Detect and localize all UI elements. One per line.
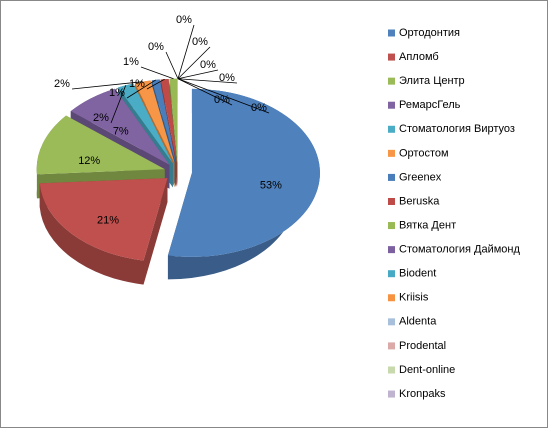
legend-swatch xyxy=(388,149,395,157)
data-label: 12% xyxy=(78,155,100,167)
slice xyxy=(151,79,176,163)
legend-swatch xyxy=(388,270,395,278)
slice xyxy=(160,78,177,163)
data-label: 0% xyxy=(219,72,235,84)
leader-line xyxy=(126,79,156,99)
data-label: 0% xyxy=(192,36,208,48)
legend-swatch xyxy=(388,342,395,350)
data-label: 1% xyxy=(109,87,125,99)
legend-label: РемарсГель xyxy=(399,99,461,111)
leader-line xyxy=(146,78,165,90)
legend-label: Элита Центр xyxy=(399,75,465,87)
legend-label: Kriisis xyxy=(399,292,429,304)
leader-line xyxy=(140,66,174,80)
legend-swatch xyxy=(388,318,395,326)
pie-tops xyxy=(36,78,320,261)
legend-label: Стоматология Даймонд xyxy=(399,244,521,256)
legend-swatch xyxy=(388,29,395,37)
slice xyxy=(36,115,165,175)
data-label: 2% xyxy=(54,78,70,90)
slice xyxy=(118,83,173,164)
legend-label: Вятка Дент xyxy=(399,219,456,231)
leader-line xyxy=(177,24,195,79)
legend-swatch xyxy=(388,77,395,85)
legend-swatch xyxy=(388,173,395,181)
leader-line xyxy=(110,85,127,124)
slice xyxy=(134,80,175,164)
legend-swatch xyxy=(388,197,395,205)
legend-swatch xyxy=(388,53,395,61)
data-label: 0% xyxy=(176,14,192,26)
legend-label: Kronpaks xyxy=(399,388,446,400)
leader-line xyxy=(177,78,238,84)
legend: Ортодонтия Апломб Элита Центр РемарсГель Сто… xyxy=(388,27,521,400)
slice-side xyxy=(39,183,144,285)
legend-swatch xyxy=(388,294,395,302)
leader-line xyxy=(71,81,143,90)
data-label: 1% xyxy=(129,78,145,90)
legend-label: Ортостом xyxy=(399,147,449,159)
legend-label: Biodent xyxy=(399,268,436,280)
legend-swatch xyxy=(388,101,395,109)
legend-label: Beruska xyxy=(399,195,440,207)
data-label: 1% xyxy=(123,56,139,68)
data-labels: 53%21%12%7%2%2%1%1%1%0%0%0%0%0%0%0% xyxy=(54,14,282,227)
data-label: 0% xyxy=(148,41,164,53)
data-label: 21% xyxy=(97,214,119,226)
slice xyxy=(39,178,168,261)
legend-swatch xyxy=(388,125,395,133)
leader-line xyxy=(177,46,211,80)
legend-label: Dent-online xyxy=(399,364,455,376)
legend-swatch xyxy=(388,390,395,398)
legend-label: Стоматология Виртуоз xyxy=(399,123,515,135)
legend-label: Апломб xyxy=(399,51,439,63)
leader-line xyxy=(177,69,219,80)
slice xyxy=(169,78,178,163)
slice xyxy=(167,88,320,257)
slice-side xyxy=(143,178,168,285)
data-label: 2% xyxy=(93,112,109,124)
leader-line xyxy=(165,51,179,79)
leader-line xyxy=(177,78,233,106)
legend-label: Prodental xyxy=(399,340,446,352)
legend-swatch xyxy=(388,222,395,230)
legend-swatch xyxy=(388,366,395,374)
data-label: 0% xyxy=(251,102,267,114)
data-label: 7% xyxy=(113,125,129,137)
legend-label: Aldenta xyxy=(399,316,437,328)
leader-line xyxy=(177,78,270,114)
legend-label: Greenex xyxy=(399,171,442,183)
slice xyxy=(70,88,170,165)
legend-swatch xyxy=(388,246,395,254)
legend-label: Ортодонтия xyxy=(399,27,460,39)
data-label: 0% xyxy=(200,59,216,71)
data-label: 53% xyxy=(260,180,282,192)
